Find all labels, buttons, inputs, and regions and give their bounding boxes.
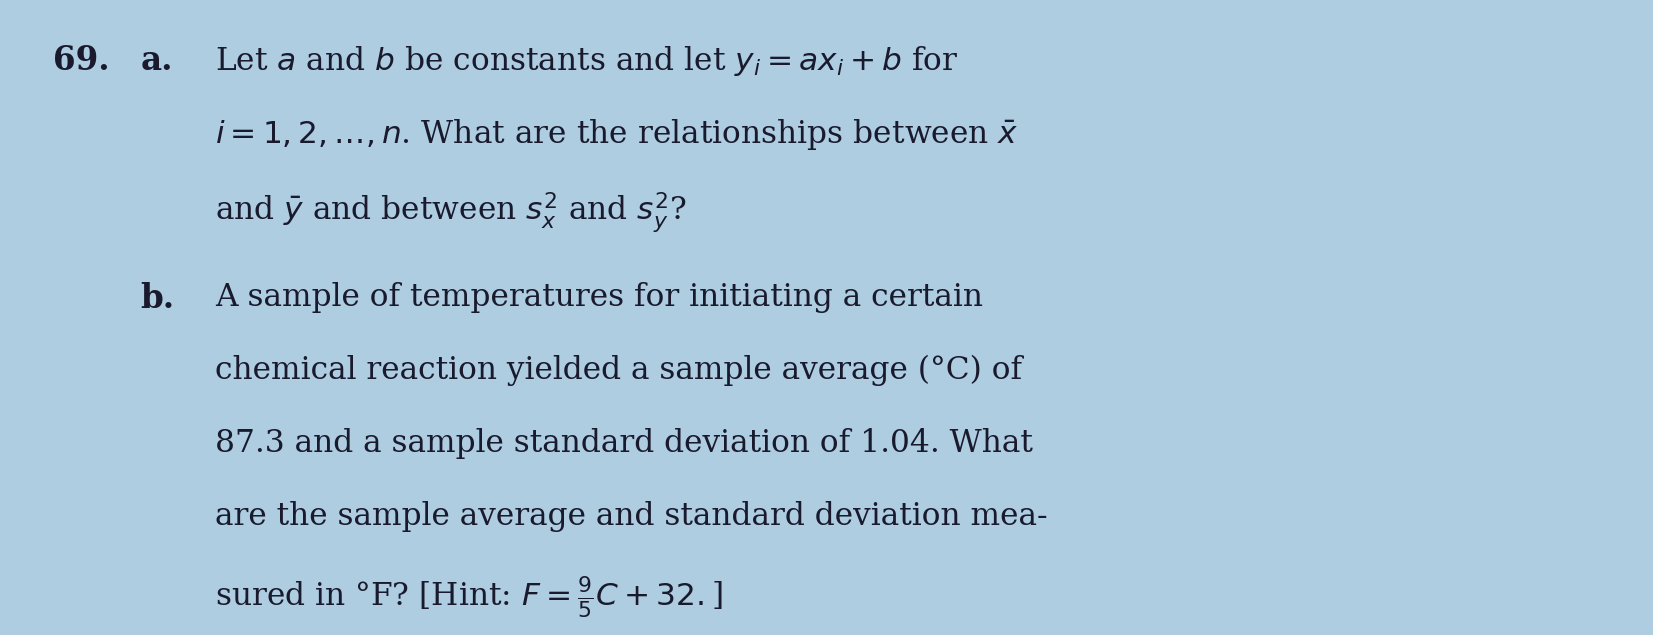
Text: chemical reaction yielded a sample average (°C) of: chemical reaction yielded a sample avera…: [215, 355, 1022, 386]
Text: and $\bar{y}$ and between $s_x^2$ and $s_y^2$?: and $\bar{y}$ and between $s_x^2$ and $s…: [215, 190, 686, 236]
Text: b.: b.: [141, 282, 175, 315]
Text: are the sample average and standard deviation mea-: are the sample average and standard devi…: [215, 501, 1048, 532]
Text: A sample of temperatures for initiating a certain: A sample of temperatures for initiating …: [215, 282, 984, 313]
Text: sured in °F? [Hint: $F = \frac{9}{5}C + 32.$]: sured in °F? [Hint: $F = \frac{9}{5}C + …: [215, 574, 722, 620]
Text: 69.: 69.: [53, 44, 109, 77]
Text: 87.3 and a sample standard deviation of 1.04. What: 87.3 and a sample standard deviation of …: [215, 428, 1033, 459]
Text: a.: a.: [141, 44, 174, 77]
Text: $i = 1, 2, \ldots, n$. What are the relationships between $\bar{x}$: $i = 1, 2, \ldots, n$. What are the rela…: [215, 117, 1018, 152]
Text: Let $a$ and $b$ be constants and let $y_i = ax_i + b$ for: Let $a$ and $b$ be constants and let $y_…: [215, 44, 959, 79]
